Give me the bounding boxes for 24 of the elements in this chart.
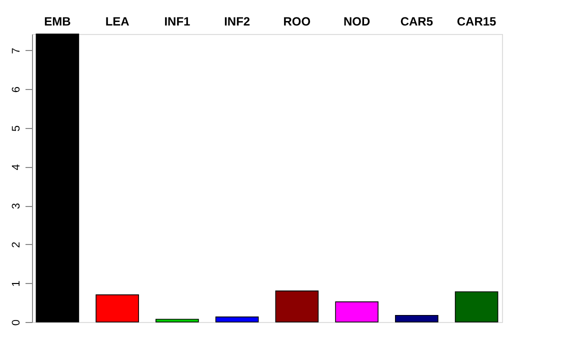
y-tick-label: 4 — [10, 164, 22, 170]
y-tick-label: 5 — [10, 125, 22, 132]
x-tick-label: NOD — [343, 14, 370, 28]
y-tick-label: 1 — [10, 280, 22, 287]
bar — [335, 301, 378, 322]
y-tick-label: 6 — [10, 86, 22, 93]
x-tick-label: INF1 — [164, 14, 191, 28]
y-tick-label: 3 — [10, 202, 22, 210]
y-tick-label: 2 — [10, 242, 22, 248]
bar — [215, 316, 259, 322]
bar — [36, 34, 80, 322]
x-tick-label: LEA — [105, 14, 130, 28]
bar — [156, 318, 199, 322]
y-tick-label: 7 — [10, 48, 22, 54]
x-tick-label: CAR5 — [400, 14, 434, 28]
x-tick-label: CAR15 — [456, 14, 497, 28]
x-tick-label: ROO — [283, 14, 311, 28]
bar — [395, 315, 438, 322]
bar — [275, 290, 319, 322]
bar — [454, 291, 498, 322]
x-tick-label: EMB — [44, 14, 72, 28]
y-tick-label: 0 — [10, 319, 22, 326]
bar — [96, 294, 139, 322]
x-tick-label: INF2 — [224, 14, 250, 28]
